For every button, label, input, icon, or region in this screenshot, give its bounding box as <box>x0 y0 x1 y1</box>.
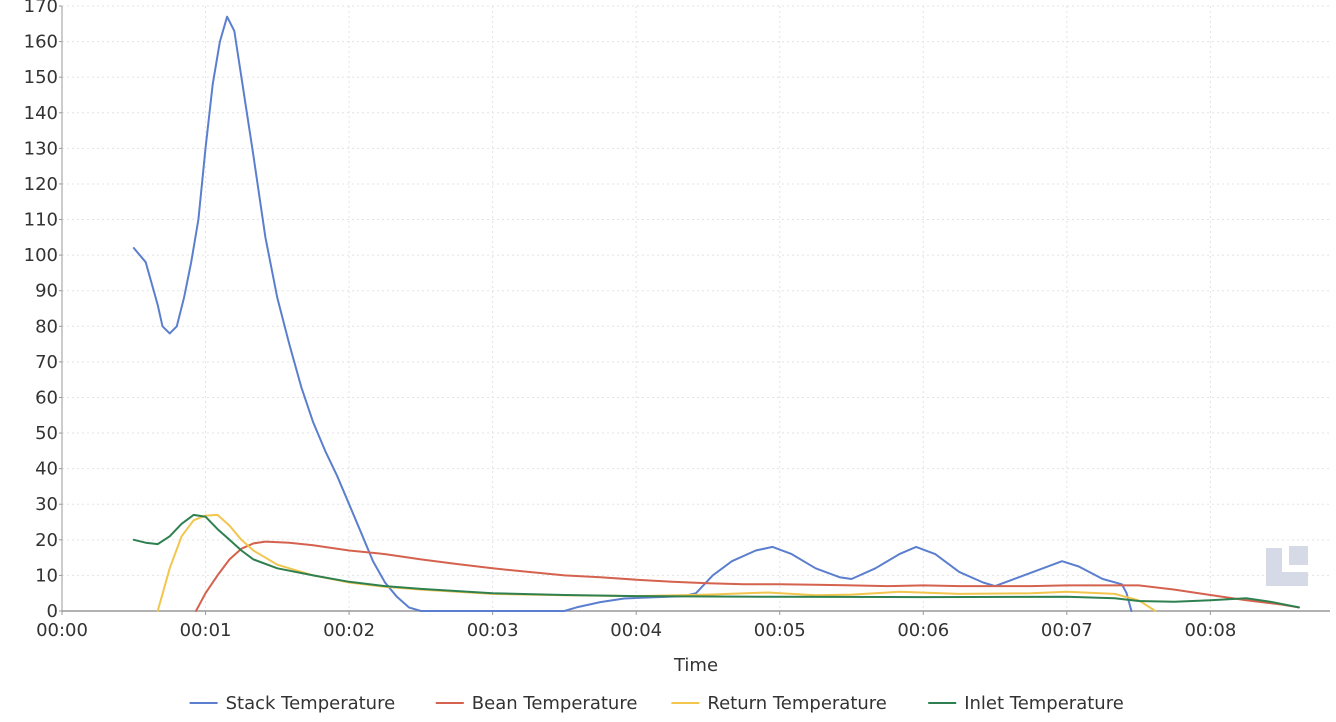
watermark-logo-square <box>1289 546 1308 565</box>
legend-label: Bean Temperature <box>472 693 638 714</box>
series-line-stack-temperature <box>132 15 1133 612</box>
y-tick-label: 110 <box>24 210 58 231</box>
legend-label: Stack Temperature <box>226 693 396 714</box>
y-tick-label: 120 <box>24 174 58 195</box>
y-tick-label: 100 <box>24 245 58 266</box>
series-line-bean-temperature <box>195 540 1300 612</box>
y-tick-label: 70 <box>35 352 58 373</box>
legend-label: Return Temperature <box>707 693 886 714</box>
watermark-logo-foot <box>1266 572 1308 586</box>
watermark-logo <box>1266 546 1308 586</box>
legend: Stack Temperature Bean Temperature Return … <box>189 693 1124 714</box>
axes <box>59 5 1330 615</box>
x-tick-label: 00:03 <box>467 620 519 641</box>
y-tick-label: 40 <box>35 459 58 480</box>
legend-item-stack-temperature[interactable]: Stack Temperature <box>189 693 396 714</box>
y-tick-label: 30 <box>35 494 58 515</box>
x-tick-label: 00:04 <box>610 620 662 641</box>
x-tick-label: 00:01 <box>180 620 232 641</box>
tick-labels: 0 10 20 30 40 50 60 70 80 90 100 110 120 130 140 150 160… <box>24 0 1237 641</box>
legend-item-return-temperature[interactable]: Return Temperature <box>671 693 887 714</box>
legend-item-inlet-temperature[interactable]: Inlet Temperature <box>928 693 1124 714</box>
x-tick-label: 00:07 <box>1041 620 1093 641</box>
legend-label: Inlet Temperature <box>964 693 1124 714</box>
series-lines <box>132 15 1300 612</box>
y-tick-label: 140 <box>24 103 58 124</box>
x-axis-title: Time <box>673 655 718 676</box>
series-line-inlet-temperature <box>132 513 1300 609</box>
y-tick-label: 160 <box>24 32 58 53</box>
y-tick-label: 150 <box>24 67 58 88</box>
y-tick-label: 0 <box>47 601 58 622</box>
x-tick-label: 00:00 <box>36 620 88 641</box>
y-tick-label: 80 <box>35 316 58 337</box>
y-tick-label: 10 <box>35 565 58 586</box>
grid-lines <box>62 5 1330 611</box>
y-tick-label: 60 <box>35 387 58 408</box>
y-tick-label: 170 <box>24 0 58 17</box>
y-tick-label: 50 <box>35 423 58 444</box>
x-tick-label: 00:08 <box>1184 620 1236 641</box>
legend-item-bean-temperature[interactable]: Bean Temperature <box>435 693 638 714</box>
y-tick-label: 20 <box>35 530 58 551</box>
x-tick-label: 00:06 <box>897 620 949 641</box>
y-tick-label: 130 <box>24 138 58 159</box>
x-tick-label: 00:05 <box>754 620 806 641</box>
y-tick-label: 90 <box>35 281 58 302</box>
x-tick-label: 00:02 <box>323 620 375 641</box>
